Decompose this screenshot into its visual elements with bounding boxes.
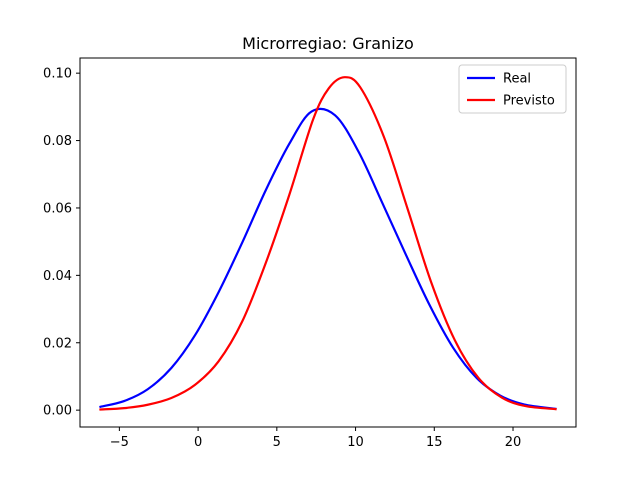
x-tick-label: 15 — [426, 435, 443, 450]
y-tick-label: 0.02 — [43, 336, 72, 351]
y-tick-label: 0.06 — [43, 201, 72, 216]
y-tick-label: 0.00 — [43, 404, 72, 419]
series-line-real — [99, 107, 557, 411]
chart-title: Microrregiao: Granizo — [242, 34, 414, 53]
x-tick-label: 10 — [347, 435, 364, 450]
y-axis: 0.00 0.02 0.04 0.06 0.08 0.10 — [43, 67, 80, 419]
x-tick-label: 5 — [273, 435, 281, 450]
legend-label: Real — [503, 72, 531, 87]
x-tick-label: 0 — [194, 435, 202, 450]
plot-frame — [79, 57, 577, 428]
x-tick-label: 20 — [505, 435, 522, 450]
legend-label: Previsto — [503, 94, 555, 109]
x-tick-label: −5 — [110, 435, 129, 450]
plot-lines — [99, 76, 557, 411]
y-tick-label: 0.08 — [43, 134, 72, 149]
x-axis: −5 0 5 10 15 20 — [110, 427, 522, 450]
legend: Real Previsto — [458, 64, 567, 114]
y-tick-label: 0.04 — [43, 269, 72, 284]
series-line-previsto — [99, 76, 557, 411]
y-tick-label: 0.10 — [43, 67, 72, 82]
